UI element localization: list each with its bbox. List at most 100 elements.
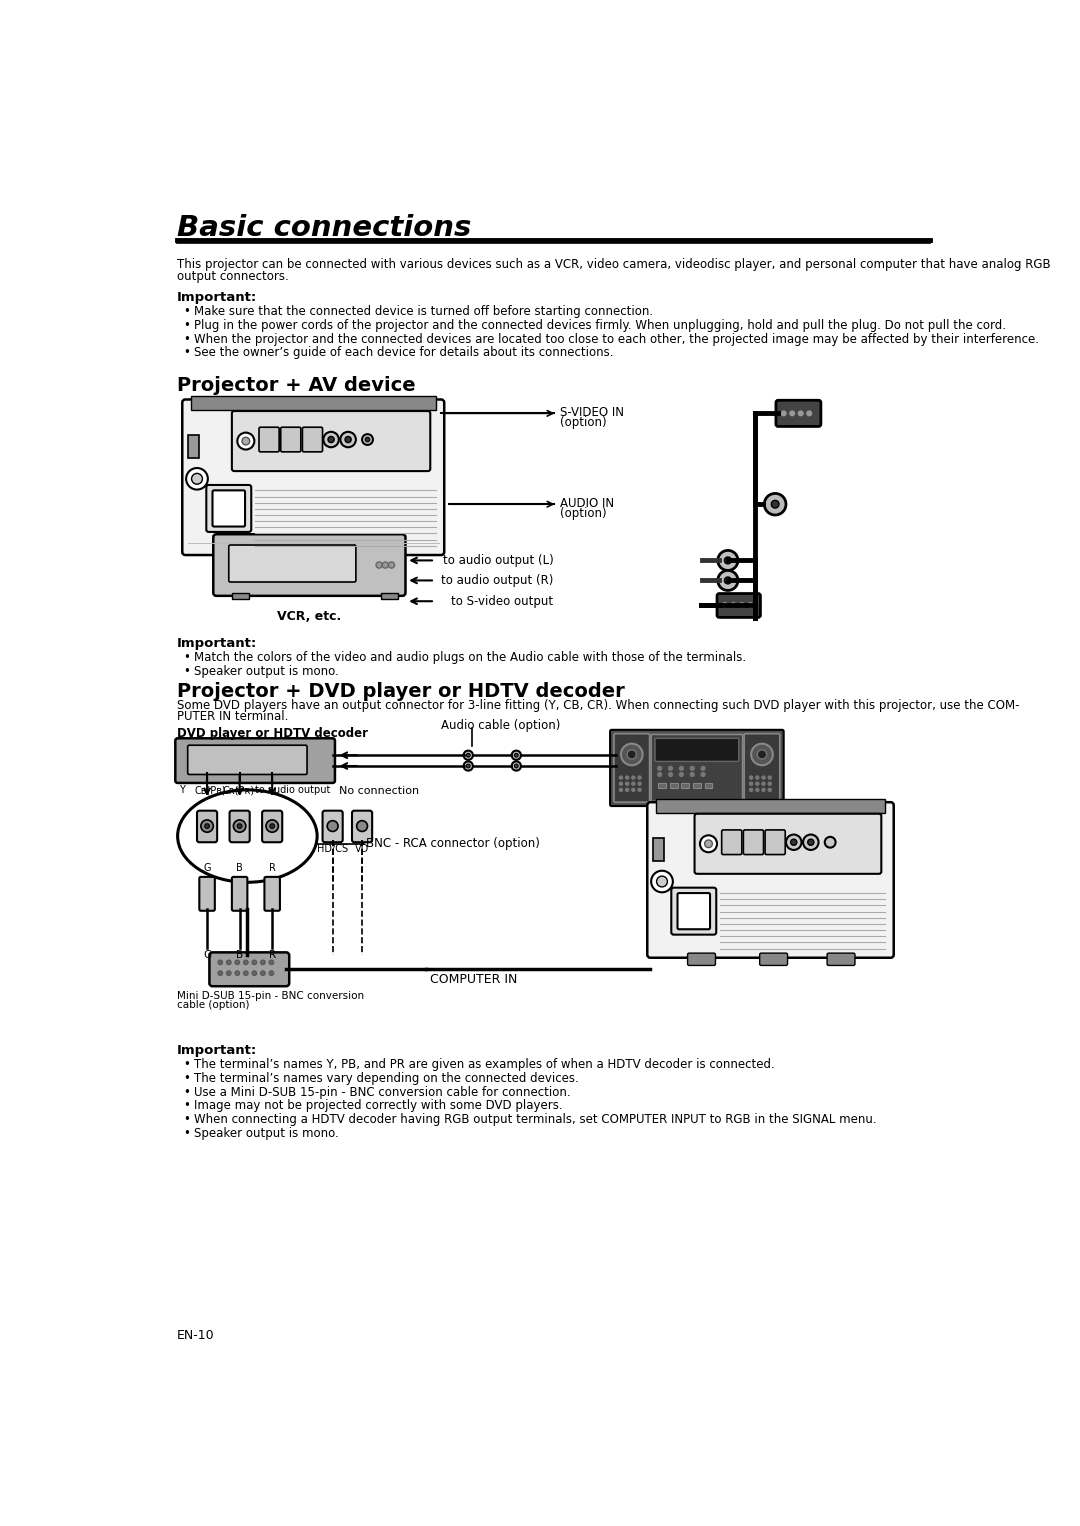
Circle shape <box>463 751 473 760</box>
Text: •: • <box>183 1128 190 1140</box>
Circle shape <box>701 766 705 771</box>
Text: •: • <box>183 1071 190 1085</box>
Circle shape <box>658 766 662 771</box>
FancyBboxPatch shape <box>775 400 821 426</box>
Circle shape <box>356 821 367 832</box>
Text: Mini D-SUB 15-pin - BNC conversion: Mini D-SUB 15-pin - BNC conversion <box>177 990 364 1001</box>
Text: to audio output (R): to audio output (R) <box>441 574 554 588</box>
Text: •: • <box>183 346 190 359</box>
Text: EN-10: EN-10 <box>177 1329 215 1341</box>
Text: When connecting a HDTV decoder having RGB output terminals, set COMPUTER INPUT t: When connecting a HDTV decoder having RG… <box>194 1114 877 1126</box>
Bar <box>380 592 397 598</box>
Circle shape <box>186 468 207 490</box>
Text: to S-video output: to S-video output <box>451 595 554 607</box>
Text: •: • <box>183 665 190 678</box>
Bar <box>652 838 663 861</box>
Circle shape <box>238 824 242 829</box>
Text: Basic connections: Basic connections <box>177 214 471 243</box>
FancyBboxPatch shape <box>295 551 323 563</box>
Circle shape <box>751 743 773 765</box>
Circle shape <box>768 777 771 780</box>
Text: Cʀ(Pʀ): Cʀ(Pʀ) <box>222 786 255 795</box>
Circle shape <box>765 493 786 514</box>
Circle shape <box>638 783 642 786</box>
Circle shape <box>227 960 231 964</box>
Circle shape <box>205 824 210 829</box>
Text: The terminal’s names Y, PB, and PR are given as examples of when a HDTV decoder : The terminal’s names Y, PB, and PR are g… <box>194 1058 774 1071</box>
Circle shape <box>762 789 765 792</box>
Circle shape <box>191 473 202 484</box>
Text: Match the colors of the video and audio plugs on the Audio cable with those of t: Match the colors of the video and audio … <box>194 652 746 664</box>
Text: Projector + AV device: Projector + AV device <box>177 375 416 395</box>
FancyBboxPatch shape <box>197 810 217 842</box>
Text: •: • <box>183 1099 190 1112</box>
Circle shape <box>632 789 635 792</box>
Text: Projector + DVD player or HDTV decoder: Projector + DVD player or HDTV decoder <box>177 682 624 700</box>
Circle shape <box>756 783 759 786</box>
Text: G: G <box>203 951 211 960</box>
Circle shape <box>658 772 662 777</box>
Circle shape <box>218 960 222 964</box>
FancyBboxPatch shape <box>302 427 323 452</box>
Circle shape <box>756 789 759 792</box>
Circle shape <box>233 819 246 832</box>
Circle shape <box>825 836 836 847</box>
FancyBboxPatch shape <box>222 551 251 563</box>
FancyBboxPatch shape <box>206 485 252 533</box>
Circle shape <box>723 603 727 607</box>
Circle shape <box>740 603 744 607</box>
Circle shape <box>619 789 622 792</box>
Circle shape <box>242 438 249 446</box>
Text: The terminal’s names vary depending on the connected devices.: The terminal’s names vary depending on t… <box>194 1071 579 1085</box>
FancyBboxPatch shape <box>656 739 739 761</box>
Circle shape <box>731 603 735 607</box>
FancyBboxPatch shape <box>188 745 307 775</box>
Ellipse shape <box>177 790 318 882</box>
Text: B: B <box>237 951 243 960</box>
Text: •: • <box>183 333 190 345</box>
Text: Make sure that the connected device is turned off before starting connection.: Make sure that the connected device is t… <box>194 305 653 317</box>
FancyBboxPatch shape <box>323 810 342 842</box>
FancyBboxPatch shape <box>647 803 894 958</box>
FancyBboxPatch shape <box>744 734 780 803</box>
Circle shape <box>771 501 779 508</box>
Text: •: • <box>183 319 190 331</box>
Text: (option): (option) <box>559 417 606 429</box>
Circle shape <box>750 777 753 780</box>
Circle shape <box>669 766 673 771</box>
FancyBboxPatch shape <box>721 830 742 855</box>
Text: Important:: Important: <box>177 1044 257 1058</box>
Text: S-VIDEO IN: S-VIDEO IN <box>559 406 624 420</box>
Circle shape <box>227 971 231 975</box>
Circle shape <box>798 410 804 415</box>
Circle shape <box>512 761 521 771</box>
FancyBboxPatch shape <box>694 813 881 874</box>
Text: •: • <box>183 305 190 317</box>
Circle shape <box>514 754 518 757</box>
FancyBboxPatch shape <box>265 877 280 911</box>
Circle shape <box>362 433 373 446</box>
Circle shape <box>808 839 814 845</box>
Text: DVD player or HDTV decoder: DVD player or HDTV decoder <box>177 726 368 740</box>
Circle shape <box>260 971 266 975</box>
FancyBboxPatch shape <box>613 734 649 803</box>
Circle shape <box>619 777 622 780</box>
FancyBboxPatch shape <box>369 551 397 563</box>
Circle shape <box>376 562 382 568</box>
Text: Speaker output is mono.: Speaker output is mono. <box>194 665 339 678</box>
Text: VCR, etc.: VCR, etc. <box>278 610 341 623</box>
Text: When the projector and the connected devices are located too close to each other: When the projector and the connected dev… <box>194 333 1039 345</box>
Text: R: R <box>269 951 275 960</box>
Circle shape <box>340 432 356 447</box>
Bar <box>232 592 248 598</box>
Circle shape <box>757 749 767 758</box>
Bar <box>681 783 689 789</box>
Circle shape <box>651 871 673 893</box>
Circle shape <box>512 751 521 760</box>
Text: Some DVD players have an output connector for 3-line fitting (Y, CB, CR). When c: Some DVD players have an output connecto… <box>177 699 1020 713</box>
FancyBboxPatch shape <box>717 594 760 618</box>
Circle shape <box>243 960 248 964</box>
Circle shape <box>768 783 771 786</box>
Circle shape <box>756 777 759 780</box>
Circle shape <box>270 824 274 829</box>
